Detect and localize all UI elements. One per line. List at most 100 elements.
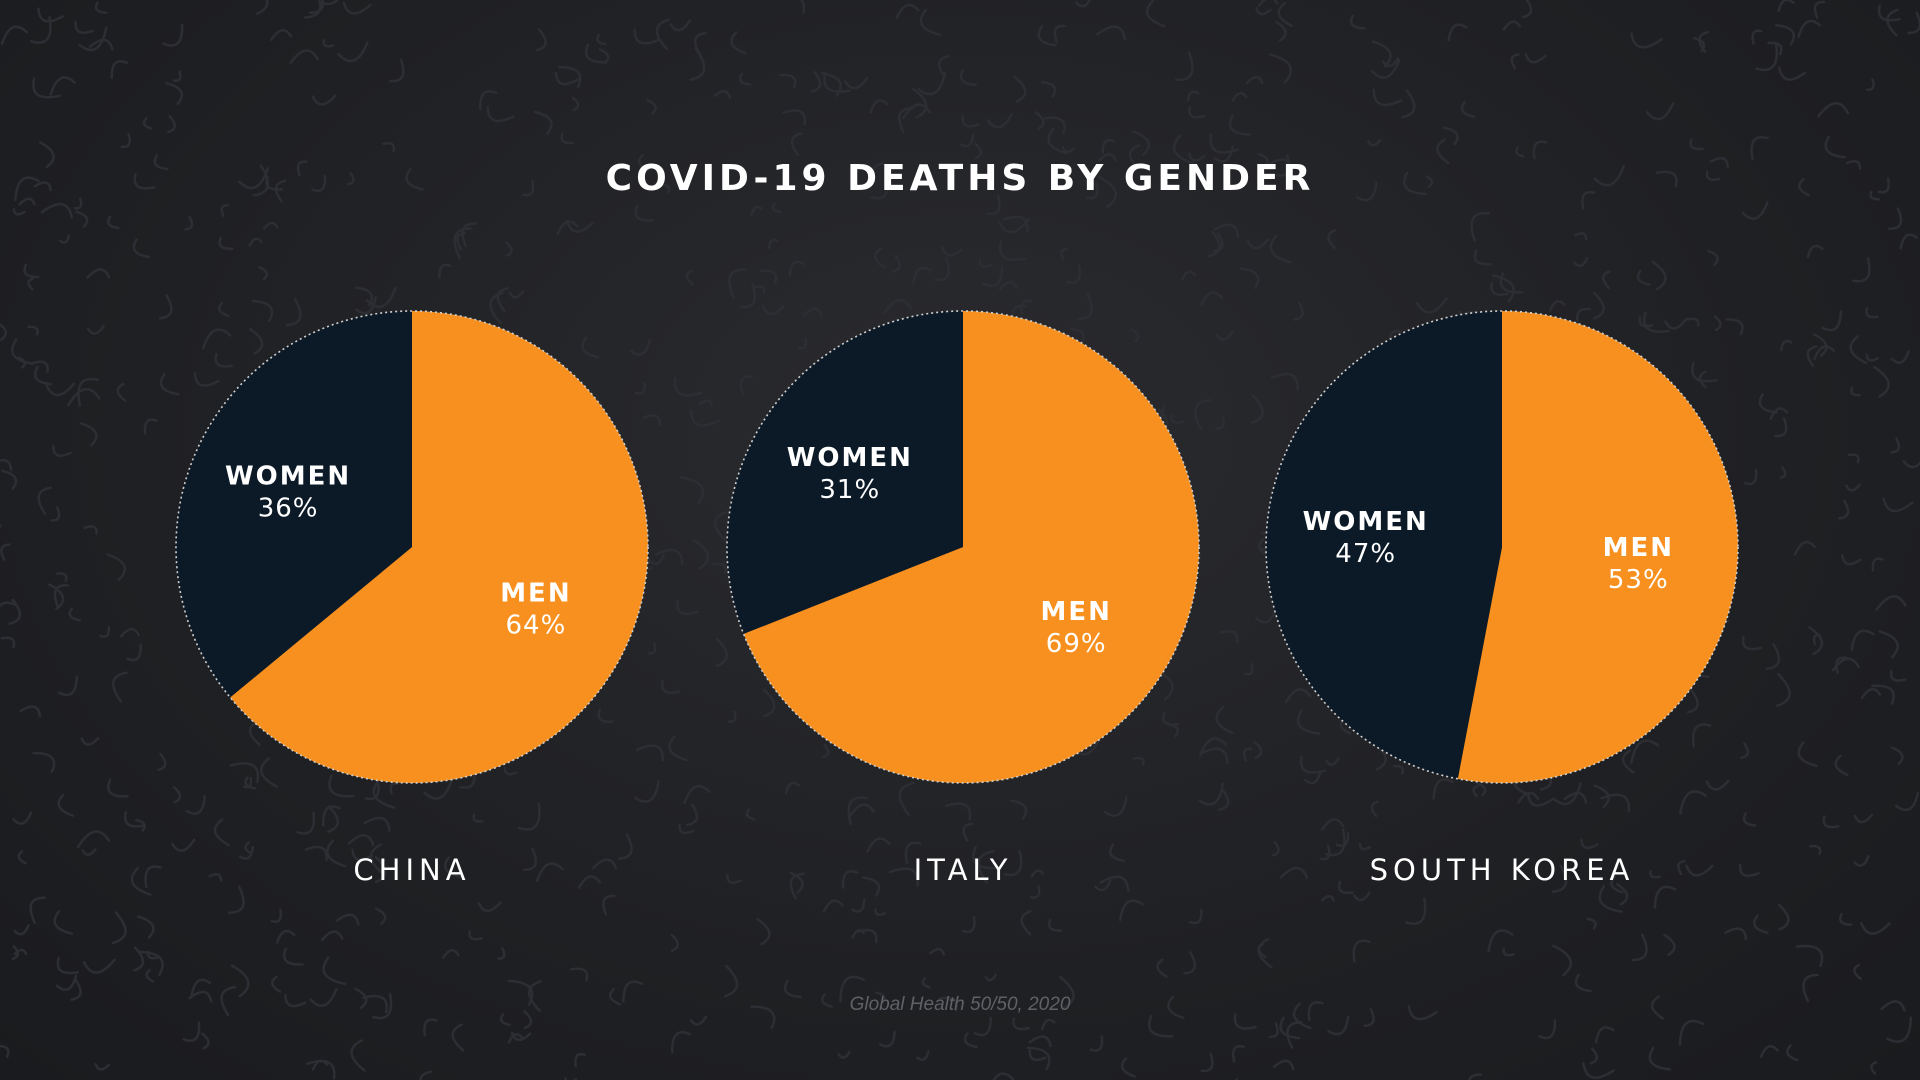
texture-squiggle [629,338,652,356]
texture-squiggle [74,20,94,34]
texture-squiggle [1356,181,1378,202]
texture-squiggle [941,245,963,257]
texture-squiggle [1743,468,1758,486]
texture-squiggle [1270,372,1299,391]
texture-squiggle [517,802,541,831]
texture-squiggle [1170,413,1184,424]
texture-squiggle [1894,791,1920,812]
texture-squiggle [1257,152,1269,168]
texture-squiggle [1325,757,1340,766]
texture-squiggle [1593,784,1610,809]
texture-squiggle [1432,778,1454,800]
texture-squiggle [1352,939,1371,963]
texture-squiggle [1076,293,1093,321]
texture-squiggle [1650,995,1665,1020]
texture-squiggle [259,757,279,788]
texture-squiggle [1707,249,1719,267]
texture-squiggle [689,1015,708,1026]
texture-squiggle [1460,100,1476,118]
texture-squiggle [637,153,650,172]
texture-squiggle [1120,1057,1136,1078]
texture-squiggle [130,866,152,896]
texture-squiggle [116,382,127,402]
texture-squiggle [730,31,747,55]
texture-squiggle [874,908,887,917]
texture-squiggle [1691,361,1718,383]
texture-squiggle [1292,301,1304,321]
texture-squiggle [270,908,283,923]
texture-squiggle [76,830,111,849]
texture-squiggle [847,796,868,826]
texture-squiggle [1324,828,1346,857]
texture-squiggle [12,811,33,825]
texture-squiggle [75,210,89,228]
texture-squiggle [507,1033,524,1044]
texture-squiggle [1030,869,1045,878]
texture-squiggle [1845,160,1862,171]
texture-squiggle [88,38,114,51]
texture-squiggle [1860,688,1882,700]
texture-squiggle [1869,190,1880,201]
country-label: SOUTH KOREA [1370,853,1635,887]
texture-squiggle [1686,689,1699,714]
texture-squiggle [472,813,484,823]
texture-squiggle [296,811,316,835]
texture-squiggle [208,872,223,882]
texture-squiggle [784,781,801,795]
texture-squiggle [959,133,975,148]
texture-squiggle [499,1013,511,1027]
slice-value-women: 31% [819,475,880,505]
texture-squiggle [1742,812,1757,827]
texture-squiggle [1098,153,1117,162]
texture-squiggle [797,337,808,350]
texture-squiggle [698,399,714,407]
texture-squiggle [963,1032,978,1049]
texture-squiggle [1510,53,1520,70]
texture-squiggle [1776,672,1791,708]
texture-squiggle [19,705,42,718]
texture-squiggle [1371,40,1392,68]
texture-squiggle [27,325,39,336]
texture-squiggle [750,205,763,217]
texture-squiggle [1802,973,1819,1003]
texture-squiggle [1335,831,1350,848]
texture-squiggle [1886,1016,1913,1043]
texture-squiggle [153,154,169,171]
texture-squiggle [249,328,264,355]
slice-value-women: 36% [258,494,319,524]
texture-squiggle [1865,353,1879,362]
texture-squiggle [1101,138,1116,154]
texture-squiggle [1242,747,1253,762]
texture-squiggle [1813,0,1826,19]
texture-squiggle [32,751,56,774]
texture-squiggle [11,945,20,961]
texture-squiggle [1358,843,1372,851]
texture-squiggle [1028,1035,1052,1048]
slice-value-women: 47% [1335,539,1396,569]
texture-squiggle [728,268,747,299]
texture-squiggle [1638,316,1654,328]
texture-squiggle [1517,791,1540,804]
texture-squiggle [1040,1018,1056,1031]
texture-squiggle [522,847,538,872]
texture-squiggle [1403,171,1427,196]
texture-squiggle [322,39,335,48]
texture-squiggle [162,23,184,47]
texture-squiggle [304,845,328,861]
texture-squiggle [1806,345,1818,367]
texture-squiggle [756,917,771,946]
texture-squiggle [1231,91,1248,102]
texture-squiggle [17,850,28,865]
texture-squiggle [374,855,387,884]
texture-squiggle [1774,23,1796,46]
texture-squiggle [634,780,660,803]
texture-squiggle [1188,106,1206,119]
texture-squiggle [1889,669,1907,682]
texture-squiggle [669,19,692,32]
texture-squiggle [258,266,269,281]
texture-squiggle [355,296,377,315]
texture-squiggle [878,1030,896,1048]
texture-squiggle [1130,328,1140,343]
texture-squiggle [1167,995,1185,1020]
texture-squiggle [1292,1002,1312,1030]
